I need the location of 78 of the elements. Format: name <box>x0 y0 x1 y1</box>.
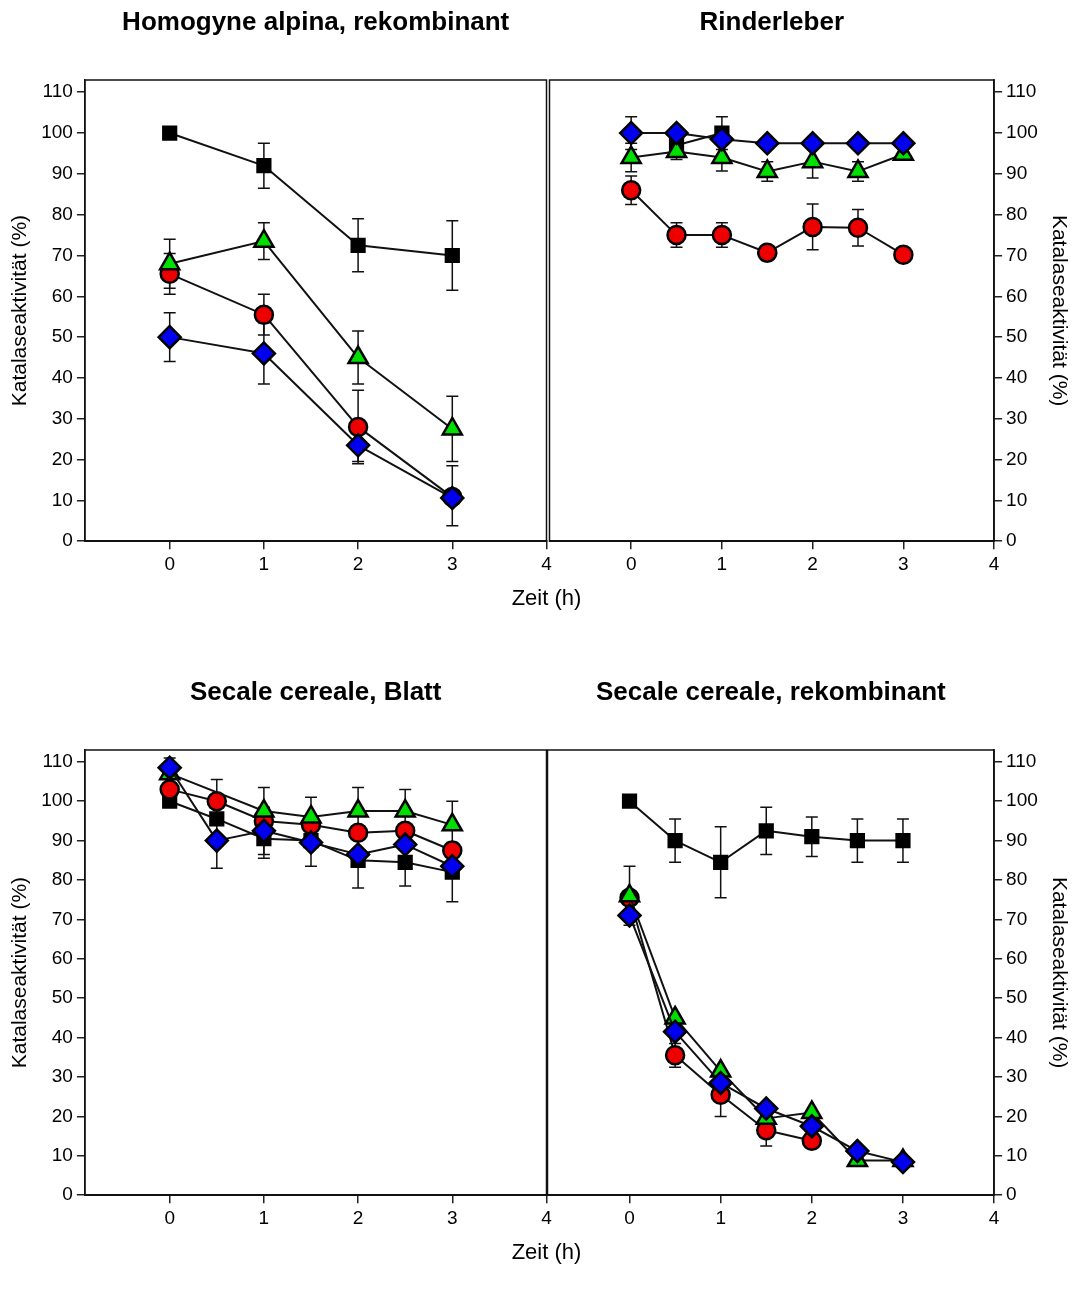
y2-tick-label: 110 <box>1006 80 1037 102</box>
y-axis-title: Katalaseaktivität (%) <box>7 876 31 1069</box>
y-tick-label: 80 <box>51 868 73 890</box>
y2-tick-label: 50 <box>1006 325 1028 347</box>
y-tick-label: 110 <box>42 750 73 772</box>
y-tick-label: 20 <box>51 447 73 469</box>
x-tick-label: 2 <box>352 1206 364 1228</box>
y2-tick-label: 30 <box>1006 1065 1028 1087</box>
y-tick-label: 10 <box>51 1144 73 1166</box>
y-tick-label: 100 <box>41 121 73 143</box>
x-tick-label: 1 <box>716 552 728 574</box>
y2-tick-label: 70 <box>1006 243 1028 265</box>
y-tick-label: 80 <box>51 202 73 224</box>
x-tick-label: 4 <box>541 552 553 574</box>
y-tick-label: 60 <box>51 947 73 969</box>
y2-axis-title: Katalaseaktivität (%) <box>1048 876 1072 1069</box>
y2-tick-label: 40 <box>1006 366 1028 388</box>
y2-tick-label: 60 <box>1006 284 1028 306</box>
x-tick-label: 4 <box>988 552 1000 574</box>
y2-tick-label: 0 <box>1006 1183 1017 1205</box>
x-tick-label: 0 <box>625 552 637 574</box>
y-tick-label: 100 <box>41 789 73 811</box>
y-tick-label: 30 <box>51 1065 73 1087</box>
y-tick-label: 30 <box>51 406 73 428</box>
y-tick-label: 10 <box>51 488 73 510</box>
x-tick-label: 1 <box>258 552 270 574</box>
x-axis-title: Zeit (h) <box>511 585 582 612</box>
x-tick-label: 1 <box>258 1206 270 1228</box>
y2-tick-label: 80 <box>1006 868 1028 890</box>
x-tick-label: 3 <box>898 552 909 574</box>
x-tick-label: 2 <box>352 552 364 574</box>
x-tick-label: 3 <box>447 1206 458 1228</box>
x-tick-label: 0 <box>624 1206 635 1228</box>
y2-tick-label: 30 <box>1006 406 1028 428</box>
x-tick-label: 3 <box>897 1206 909 1228</box>
chart-title: Secale cereale, Blatt <box>189 676 442 707</box>
y2-tick-label: 10 <box>1006 488 1028 510</box>
x-tick-label: 4 <box>541 1206 553 1228</box>
x-axis-title: Zeit (h) <box>511 1239 582 1266</box>
x-tick-label: 1 <box>715 1206 726 1228</box>
x-tick-label: 4 <box>988 1206 1000 1228</box>
y-axis-title: Katalaseaktivität (%) <box>7 214 31 407</box>
y-tick-label: 0 <box>62 529 73 551</box>
y-tick-label: 40 <box>51 1025 73 1047</box>
y2-tick-label: 40 <box>1006 1025 1028 1047</box>
y2-tick-label: 90 <box>1006 828 1028 850</box>
y2-axis-title: Katalaseaktivität (%) <box>1048 214 1072 407</box>
x-tick-label: 0 <box>164 552 175 574</box>
y-tick-label: 60 <box>51 284 73 306</box>
y2-tick-label: 110 <box>1006 750 1037 772</box>
x-tick-label: 3 <box>447 552 458 574</box>
y2-tick-label: 20 <box>1006 447 1028 469</box>
y-tick-label: 110 <box>42 80 73 102</box>
chart-title: Secale cereale, rekombinant <box>595 676 946 707</box>
y2-tick-label: 60 <box>1006 947 1028 969</box>
y-tick-label: 0 <box>62 1183 73 1205</box>
y2-tick-label: 10 <box>1006 1144 1028 1166</box>
y2-tick-label: 70 <box>1006 907 1028 929</box>
y-tick-label: 20 <box>51 1104 73 1126</box>
y-tick-label: 70 <box>51 907 73 929</box>
y2-tick-label: 100 <box>1006 121 1038 143</box>
y-tick-label: 90 <box>51 828 73 850</box>
y2-tick-label: 50 <box>1006 986 1028 1008</box>
y2-tick-label: 80 <box>1006 202 1028 224</box>
y2-tick-label: 90 <box>1006 162 1028 184</box>
chart-title: Rinderleber <box>699 6 845 37</box>
y-tick-label: 50 <box>51 986 73 1008</box>
y-tick-label: 70 <box>51 243 73 265</box>
y2-tick-label: 100 <box>1006 789 1038 811</box>
x-tick-label: 0 <box>164 1206 175 1228</box>
y2-tick-label: 20 <box>1006 1104 1028 1126</box>
x-tick-label: 2 <box>807 552 818 574</box>
chart-title: Homogyne alpina, rekombinant <box>122 6 510 37</box>
y2-tick-label: 0 <box>1006 529 1017 551</box>
y-tick-label: 90 <box>51 162 73 184</box>
x-tick-label: 2 <box>806 1206 818 1228</box>
y-tick-label: 40 <box>51 366 73 388</box>
y-tick-label: 50 <box>51 325 73 347</box>
